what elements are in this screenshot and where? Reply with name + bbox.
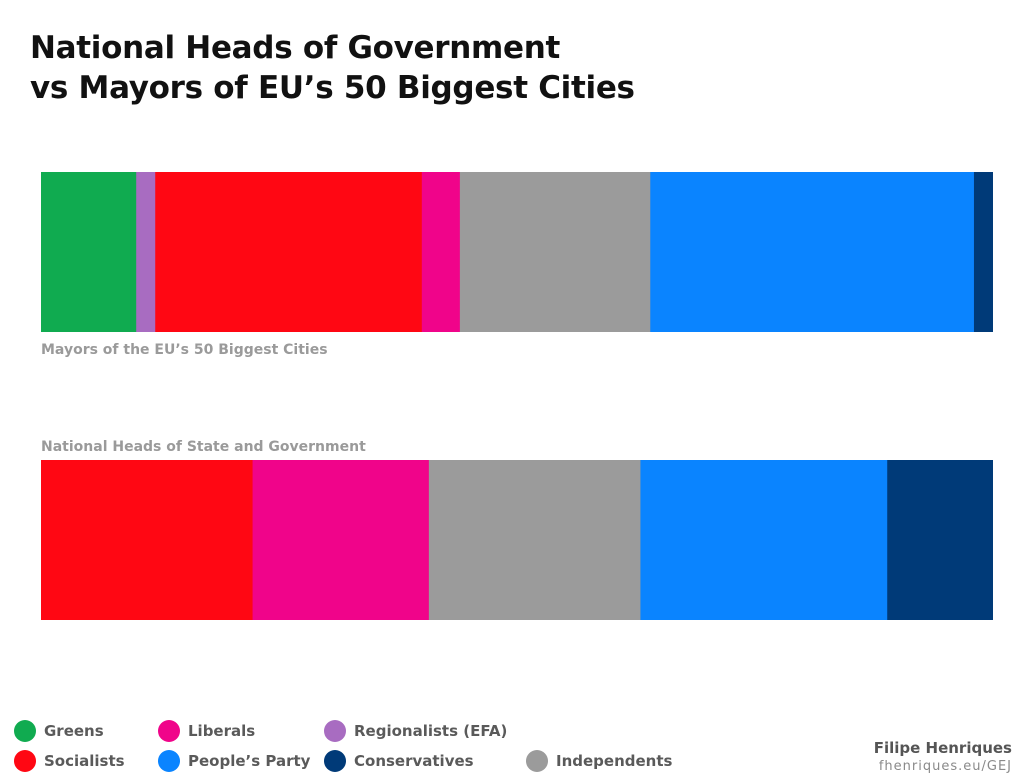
legend-swatch-conservatives (324, 750, 346, 772)
bar-label-mayors-of-the-eu-s-50-biggest-cities: Mayors of the EU’s 50 Biggest Cities (41, 342, 328, 358)
bar-segment-independents (459, 172, 651, 332)
legend-item-conservatives: Conservatives (324, 748, 474, 774)
credit-author: Filipe Henriques (873, 739, 1012, 757)
bar-segment-greens (41, 172, 137, 332)
chart-title-line-2: vs Mayors of EU’s 50 Biggest Cities (30, 70, 635, 106)
bar-segment-regionalists-efa (136, 172, 156, 332)
legend-item-socialists: Socialists (14, 748, 125, 774)
legend-item-liberals: Liberals (158, 718, 255, 744)
legend-swatch-greens (14, 720, 36, 742)
bar-segment-socialists (41, 460, 254, 620)
legend-swatch-independents (526, 750, 548, 772)
chart-title-line-1: National Heads of Government (30, 30, 561, 66)
bar-segment-independents (428, 460, 642, 620)
legend-swatch-liberals (158, 720, 180, 742)
legend-label-peoples-party: People’s Party (188, 752, 311, 770)
credit-url: fhenriques.eu/GEJ (878, 759, 1012, 774)
legend-item-independents: Independents (526, 748, 672, 774)
legend-label-liberals: Liberals (188, 722, 256, 740)
legend-item-greens: Greens (14, 718, 104, 744)
legend-item-regionalists: Regionalists (EFA) (324, 718, 507, 744)
credit: Filipe Henriques fhenriques.eu/GEJ (874, 738, 1012, 776)
legend-swatch-socialists (14, 750, 36, 772)
bar-segment-socialists (155, 172, 423, 332)
bar-segment-conservatives (887, 460, 993, 620)
bar-segment-people-s-party (650, 172, 975, 332)
bar-national-heads-of-state-and-government (41, 460, 993, 620)
legend-label-greens: Greens (44, 722, 104, 740)
legend-swatch-regionalists (324, 720, 346, 742)
bar-segment-people-s-party (640, 460, 888, 620)
bar-segment-liberals (421, 172, 461, 332)
legend-item-peoples-party: People’s Party (158, 748, 310, 774)
bar-segment-conservatives (973, 172, 993, 332)
legend: Greens Liberals Regionalists (EFA) Socia… (14, 718, 714, 782)
legend-label-socialists: Socialists (44, 752, 125, 770)
chart-title: National Heads of Government vs Mayors o… (30, 28, 930, 108)
bar-label-national-heads-of-state-and-government: National Heads of State and Government (41, 439, 366, 455)
bar-segment-liberals (252, 460, 430, 620)
legend-swatch-peoples-party (158, 750, 180, 772)
legend-label-regionalists: Regionalists (EFA) (354, 722, 508, 740)
legend-label-conservatives: Conservatives (354, 752, 474, 770)
stacked-bar-chart: Mayors of the EU’s 50 Biggest Cities Nati… (41, 172, 993, 620)
bar-mayors-of-the-eu-s-50-biggest-cities (41, 172, 993, 332)
legend-label-independents: Independents (556, 752, 673, 770)
